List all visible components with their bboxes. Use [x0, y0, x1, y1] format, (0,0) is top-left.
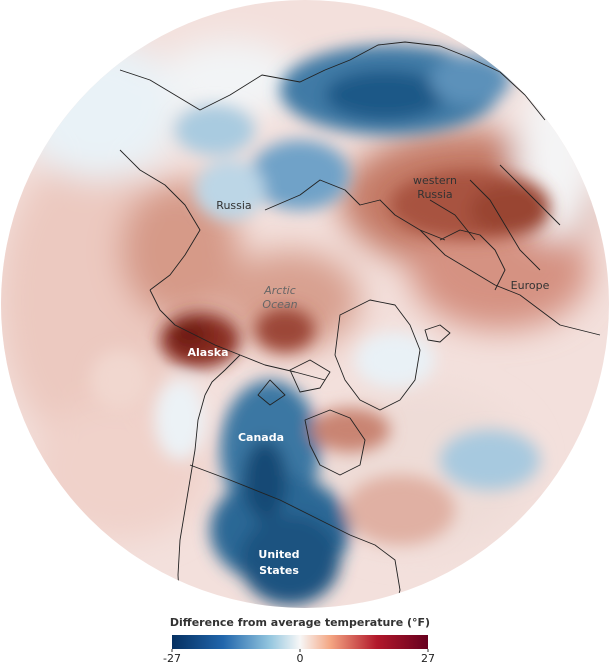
- alaska-coast: [149, 289, 326, 381]
- globe: Russia western Russia Arctic Ocean Europ…: [1, 0, 609, 608]
- label-arctic-ocean-line1: Arctic: [263, 284, 296, 297]
- label-united-states-line2: States: [259, 564, 299, 577]
- taimyr-coast: [264, 179, 446, 241]
- legend-max-label: 27: [421, 652, 435, 665]
- chukotka-coast: [119, 149, 201, 291]
- label-western-russia-line1: western: [413, 174, 457, 187]
- pacific-coast: [177, 394, 206, 608]
- alaska-canada-border: [204, 354, 241, 396]
- anomaly-field-cores: [90, 45, 550, 605]
- arctic-islands: [257, 359, 331, 406]
- label-united-states-line1: United: [258, 548, 299, 561]
- legend-min-label: -27: [163, 652, 181, 665]
- label-arctic-ocean-line2: Ocean: [262, 298, 297, 311]
- europe-borders: [429, 164, 561, 271]
- label-western-russia-line2: Russia: [417, 188, 452, 201]
- label-russia: Russia: [216, 199, 251, 212]
- legend-mid-label: 0: [296, 652, 304, 665]
- label-europe: Europe: [511, 279, 550, 292]
- legend-colorbar: [172, 635, 428, 649]
- legend-title: Difference from average temperature (°F): [169, 616, 431, 629]
- europe-coast: [419, 229, 601, 336]
- hudson-bay: [304, 409, 366, 476]
- label-alaska: Alaska: [188, 346, 229, 359]
- scandinavia-coast: [439, 229, 506, 291]
- us-canada-border: [189, 464, 351, 536]
- iceland: [424, 324, 451, 343]
- russia-coast: [119, 41, 546, 121]
- label-canada: Canada: [238, 431, 284, 444]
- greenland-coast: [334, 299, 421, 411]
- coastlines: [119, 41, 601, 608]
